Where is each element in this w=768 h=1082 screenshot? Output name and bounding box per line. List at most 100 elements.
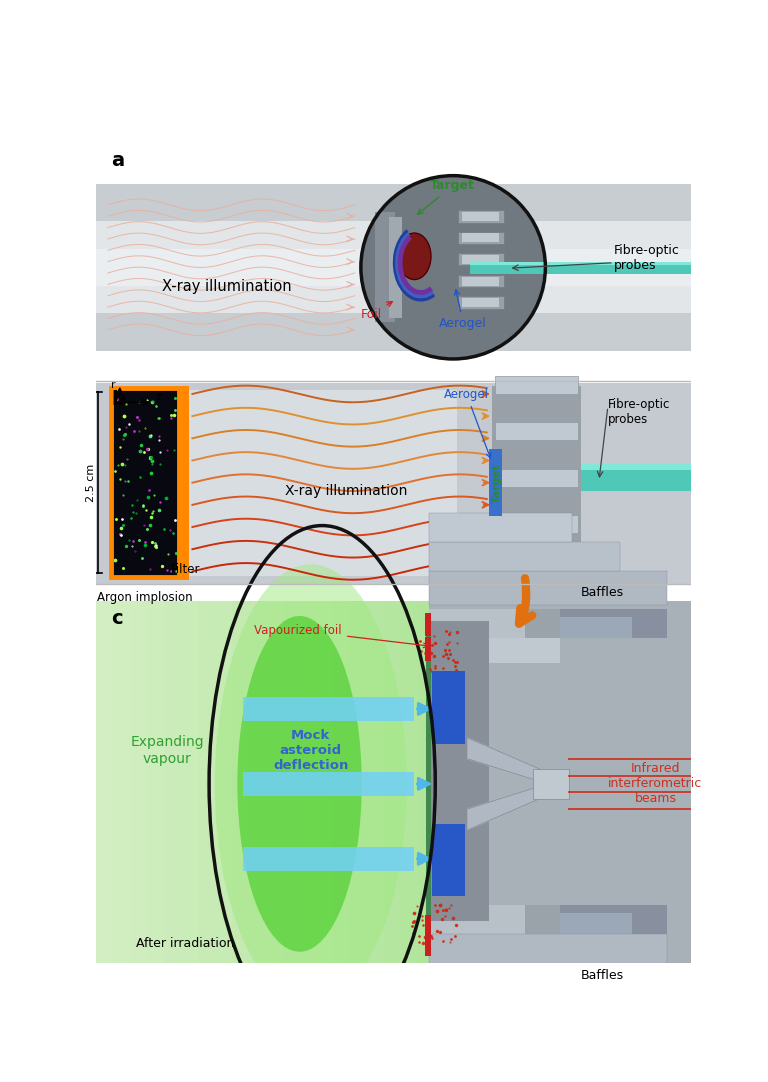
Text: Target: Target [418,180,475,214]
FancyBboxPatch shape [190,390,457,576]
Text: After irradiation: After irradiation [136,937,234,950]
FancyBboxPatch shape [333,601,350,963]
FancyBboxPatch shape [495,515,578,533]
FancyBboxPatch shape [462,212,499,222]
FancyBboxPatch shape [384,601,402,963]
FancyBboxPatch shape [462,254,499,264]
Polygon shape [468,738,539,781]
FancyBboxPatch shape [429,609,525,638]
Text: Vapourized foil: Vapourized foil [254,624,428,648]
FancyBboxPatch shape [495,375,578,394]
Text: Filter: Filter [171,563,200,576]
FancyBboxPatch shape [425,612,431,636]
Text: Argon implosion: Argon implosion [98,591,193,604]
FancyBboxPatch shape [561,617,631,638]
FancyBboxPatch shape [96,222,691,313]
FancyBboxPatch shape [111,388,180,577]
FancyBboxPatch shape [462,277,499,286]
FancyBboxPatch shape [432,824,465,896]
FancyBboxPatch shape [458,211,504,223]
FancyBboxPatch shape [429,967,620,997]
FancyBboxPatch shape [462,298,499,306]
FancyBboxPatch shape [489,449,502,516]
FancyBboxPatch shape [130,601,147,963]
FancyBboxPatch shape [215,601,232,963]
Text: Foil: Foil [361,302,392,320]
Text: Fibre-optic
probes: Fibre-optic probes [614,245,680,273]
FancyBboxPatch shape [367,601,384,963]
FancyBboxPatch shape [375,212,395,322]
FancyBboxPatch shape [402,601,419,963]
FancyBboxPatch shape [426,619,431,949]
FancyBboxPatch shape [561,905,667,934]
FancyBboxPatch shape [198,601,215,963]
FancyBboxPatch shape [425,914,431,938]
FancyBboxPatch shape [470,265,720,274]
FancyBboxPatch shape [350,601,367,963]
FancyBboxPatch shape [429,934,667,967]
FancyBboxPatch shape [164,601,180,963]
FancyBboxPatch shape [96,380,691,383]
FancyBboxPatch shape [266,601,283,963]
FancyBboxPatch shape [581,471,718,491]
FancyBboxPatch shape [429,905,525,934]
FancyBboxPatch shape [419,601,435,963]
FancyBboxPatch shape [96,130,691,382]
FancyBboxPatch shape [316,601,333,963]
Text: a: a [111,150,124,170]
FancyBboxPatch shape [458,252,504,265]
FancyBboxPatch shape [561,913,631,934]
FancyBboxPatch shape [458,275,504,288]
Text: 2.5 cm: 2.5 cm [86,463,96,502]
FancyBboxPatch shape [492,385,581,580]
FancyBboxPatch shape [534,769,569,799]
Polygon shape [468,787,539,830]
FancyBboxPatch shape [429,609,561,638]
FancyBboxPatch shape [182,385,190,580]
FancyBboxPatch shape [458,232,504,245]
Text: Aerogel: Aerogel [444,388,491,458]
Text: Aerogel: Aerogel [439,290,487,330]
Text: b: b [111,390,124,409]
FancyBboxPatch shape [425,933,431,956]
FancyBboxPatch shape [232,601,249,963]
FancyBboxPatch shape [180,601,198,963]
FancyBboxPatch shape [432,671,465,743]
FancyBboxPatch shape [495,469,578,487]
Ellipse shape [237,616,362,952]
FancyBboxPatch shape [283,601,300,963]
Text: Expanding
vapour: Expanding vapour [131,736,204,766]
FancyBboxPatch shape [429,621,489,922]
Text: z: z [155,392,161,401]
FancyBboxPatch shape [429,571,667,605]
FancyBboxPatch shape [495,422,578,440]
FancyBboxPatch shape [96,601,691,963]
Text: r: r [111,380,115,391]
FancyBboxPatch shape [495,562,578,580]
FancyBboxPatch shape [429,997,572,1026]
Text: Baffles: Baffles [581,585,624,598]
FancyBboxPatch shape [470,262,720,265]
FancyBboxPatch shape [389,216,402,318]
Ellipse shape [361,175,545,359]
FancyBboxPatch shape [96,601,435,963]
FancyBboxPatch shape [581,463,718,471]
FancyBboxPatch shape [243,847,415,871]
FancyBboxPatch shape [249,601,266,963]
FancyBboxPatch shape [96,249,691,286]
Text: Mock
asteroid
deflection: Mock asteroid deflection [273,729,349,773]
FancyBboxPatch shape [429,905,561,934]
FancyBboxPatch shape [471,638,561,663]
Circle shape [398,233,431,279]
FancyBboxPatch shape [462,234,499,242]
FancyBboxPatch shape [243,697,415,721]
Text: Target: Target [492,463,502,503]
FancyBboxPatch shape [429,542,620,571]
FancyBboxPatch shape [96,184,691,351]
FancyBboxPatch shape [113,601,130,963]
Text: X-ray illumination: X-ray illumination [285,484,407,498]
Text: Infrared
interferometric
beams: Infrared interferometric beams [608,763,703,805]
FancyBboxPatch shape [429,601,691,963]
Text: Fibre-optic
probes: Fibre-optic probes [608,398,670,426]
FancyBboxPatch shape [243,773,415,795]
